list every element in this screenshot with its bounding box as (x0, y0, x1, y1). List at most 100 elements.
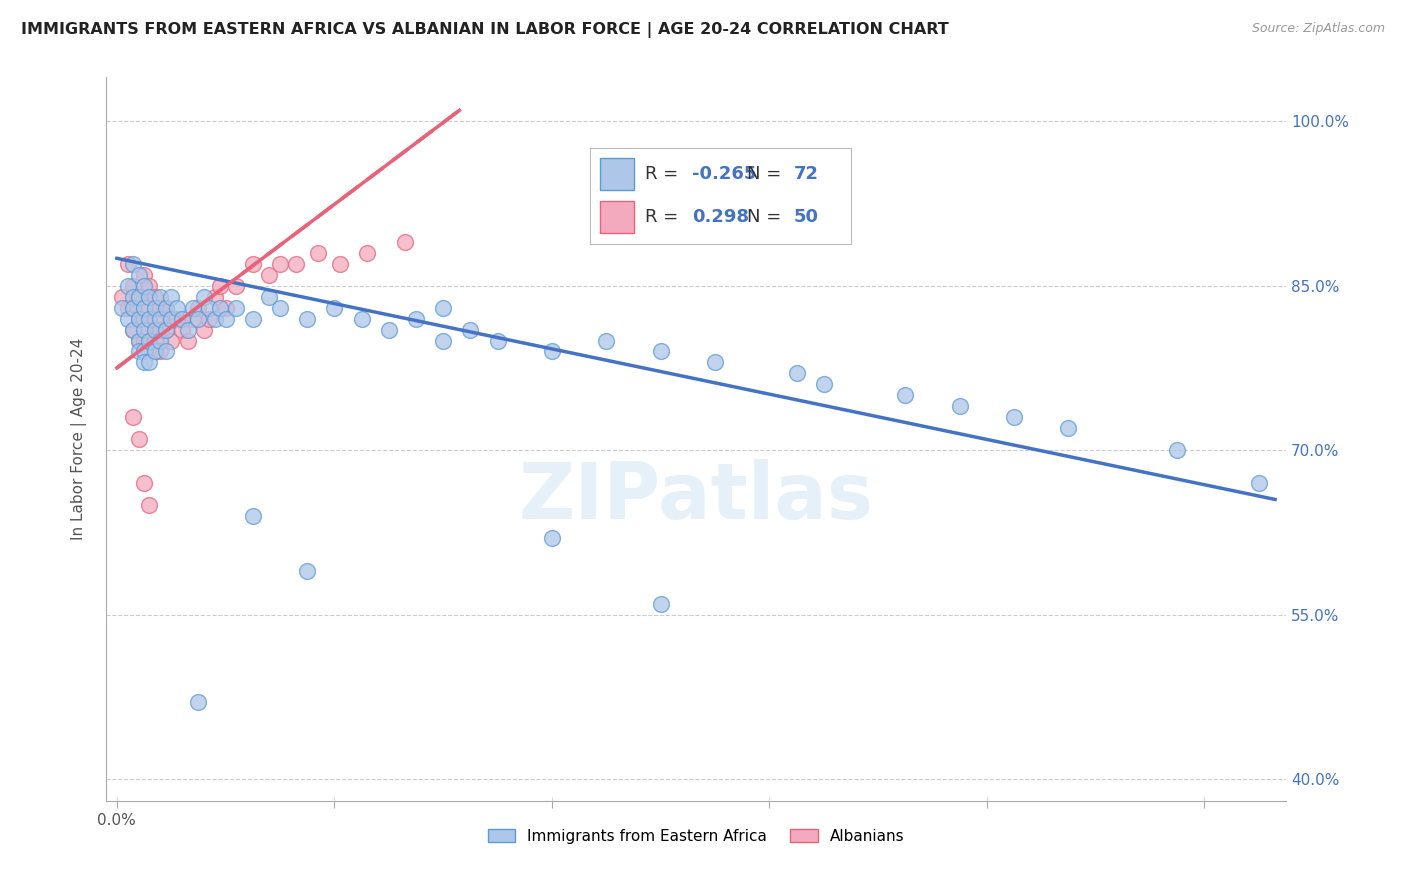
Point (132, 301, 155, 315)
Point (138, 498, 160, 512)
Point (128, 432, 150, 446)
Point (149, 290, 172, 304)
Point (138, 290, 160, 304)
Point (432, 301, 454, 315)
Point (149, 301, 172, 315)
Point (204, 311, 226, 326)
Point (214, 311, 236, 326)
Text: -0.265: -0.265 (692, 165, 756, 183)
Point (269, 301, 291, 315)
Point (323, 301, 346, 315)
Point (160, 311, 183, 326)
Point (111, 301, 134, 315)
Point (138, 322, 160, 336)
Point (143, 322, 166, 336)
Point (307, 245, 329, 260)
Point (295, 311, 318, 326)
Point (295, 564, 318, 578)
Point (132, 475, 155, 490)
Point (128, 290, 150, 304)
Point (405, 311, 427, 326)
Point (285, 257, 308, 271)
Text: Source: ZipAtlas.com: Source: ZipAtlas.com (1251, 22, 1385, 36)
Point (117, 311, 139, 326)
Point (394, 235, 416, 249)
Point (155, 322, 177, 336)
Point (160, 334, 183, 348)
Point (187, 311, 209, 326)
Point (149, 322, 172, 336)
Text: 0.298: 0.298 (692, 209, 749, 227)
Point (209, 278, 232, 293)
Point (128, 311, 150, 326)
Point (242, 311, 264, 326)
FancyBboxPatch shape (600, 201, 634, 233)
Point (1002, 410, 1025, 425)
Point (149, 311, 172, 326)
Point (193, 290, 215, 304)
Point (132, 334, 155, 348)
Point (155, 344, 177, 359)
Point (122, 301, 145, 315)
Point (149, 344, 172, 359)
Y-axis label: In Labor Force | Age 20-24: In Labor Force | Age 20-24 (72, 338, 87, 541)
Text: R =: R = (645, 209, 683, 227)
Point (181, 311, 204, 326)
Point (595, 334, 617, 348)
Point (160, 290, 183, 304)
Point (117, 257, 139, 271)
Point (209, 301, 232, 315)
Point (204, 290, 226, 304)
Point (143, 301, 166, 315)
Point (143, 334, 166, 348)
Point (132, 355, 155, 369)
Point (786, 367, 808, 381)
Point (143, 290, 166, 304)
Point (132, 278, 155, 293)
Point (143, 344, 166, 359)
Point (138, 355, 160, 369)
Point (122, 257, 145, 271)
Point (128, 311, 150, 326)
Point (122, 322, 145, 336)
Point (155, 322, 177, 336)
Point (242, 257, 264, 271)
Point (432, 334, 454, 348)
Point (122, 301, 145, 315)
Point (172, 311, 194, 326)
Point (117, 301, 139, 315)
Text: IMMIGRANTS FROM EASTERN AFRICA VS ALBANIAN IN LABOR FORCE | AGE 20-24 CORRELATIO: IMMIGRANTS FROM EASTERN AFRICA VS ALBANI… (21, 22, 949, 38)
Point (132, 268, 155, 282)
Text: N =: N = (747, 209, 787, 227)
Point (486, 334, 509, 348)
Point (128, 334, 150, 348)
Point (1166, 443, 1188, 458)
Point (149, 334, 172, 348)
Text: ZIPatlas: ZIPatlas (519, 459, 873, 535)
Point (187, 695, 209, 709)
Point (117, 278, 139, 293)
Point (138, 301, 160, 315)
Point (132, 290, 155, 304)
Point (193, 322, 215, 336)
Point (242, 508, 264, 523)
Point (176, 334, 198, 348)
Point (1247, 475, 1270, 490)
Point (132, 322, 155, 336)
Point (257, 268, 280, 282)
Point (122, 278, 145, 293)
Point (350, 311, 373, 326)
Point (704, 355, 727, 369)
Point (155, 301, 177, 315)
Point (166, 311, 188, 326)
Point (138, 334, 160, 348)
Point (356, 245, 378, 260)
Point (214, 301, 236, 315)
Point (132, 311, 155, 326)
Point (128, 334, 150, 348)
Point (949, 399, 972, 413)
Point (111, 290, 134, 304)
Point (377, 322, 399, 336)
Point (894, 388, 917, 402)
Point (187, 301, 209, 315)
